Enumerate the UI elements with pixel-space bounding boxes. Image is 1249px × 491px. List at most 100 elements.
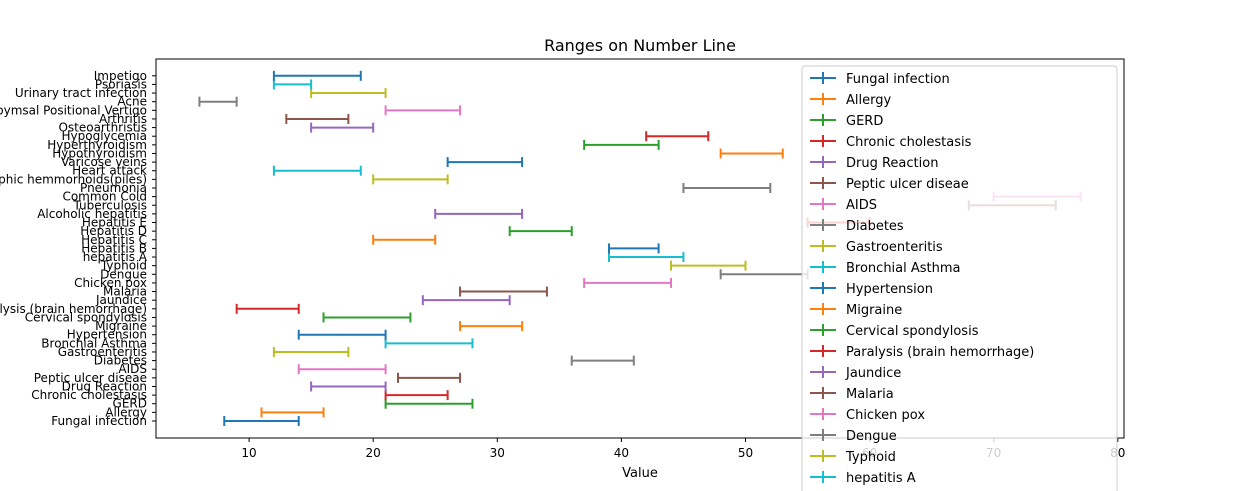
- y-tick-label: Varicose veins: [61, 155, 147, 169]
- range-bar: [607, 252, 685, 263]
- legend-item: Cervical spondylosis: [810, 324, 979, 339]
- x-tick-label: 20: [366, 446, 381, 460]
- range-bar: [384, 105, 462, 116]
- legend-label: Paralysis (brain hemorrhage): [846, 345, 1034, 360]
- legend: Fungal infection Allergy GERD Chronic chole…: [801, 65, 1118, 491]
- range-bar: [719, 269, 809, 280]
- range-bar: [310, 88, 387, 99]
- y-tick-label: Chicken pox: [74, 276, 147, 290]
- chart-title: Ranges on Number Line: [544, 36, 736, 55]
- legend-item: Fungal infection: [810, 72, 950, 87]
- y-tick-label: Hyperthyroidism: [47, 138, 147, 152]
- y-tick-label: Psoriasis: [95, 77, 147, 91]
- range-bar: [272, 346, 350, 357]
- range-bar: [508, 226, 573, 237]
- range-bar: [434, 208, 524, 219]
- range-bar: [372, 174, 449, 185]
- y-tick-label: Typhoid: [100, 259, 147, 273]
- legend-item: Drug Reaction: [810, 156, 938, 171]
- legend-item: Paralysis (brain hemorrhage): [810, 345, 1034, 360]
- legend-item: hepatitis A: [810, 471, 916, 486]
- y-tick-label: Chronic cholestasis: [31, 388, 147, 402]
- x-axis-label: Value: [622, 466, 658, 481]
- range-bar: [583, 277, 673, 288]
- legend-label: Malaria: [846, 387, 894, 402]
- range-bar: [223, 416, 300, 426]
- legend-item: Bronchial Asthma: [810, 261, 961, 276]
- range-bar: [372, 234, 437, 245]
- legend-label: hepatitis A: [846, 471, 916, 486]
- legend-label: Dengue: [846, 429, 897, 444]
- range-bar: [272, 70, 362, 81]
- legend-label: Migraine: [846, 303, 902, 318]
- y-tick-label: Hypothyroidism: [52, 146, 147, 160]
- legend-item: AIDS: [810, 198, 877, 213]
- range-bar: [297, 329, 387, 340]
- y-tick-label: Cervical spondylosis: [25, 310, 147, 324]
- y-tick-label: Tuberculosis: [73, 198, 148, 212]
- legend-label: Peptic ulcer diseae: [846, 177, 969, 192]
- range-bar: [670, 260, 747, 271]
- y-tick-label: Malaria: [103, 285, 147, 299]
- legend-label: Fungal infection: [846, 72, 950, 87]
- y-tick-label: Pneumonia: [80, 181, 147, 195]
- legend-label: Diabetes: [846, 219, 904, 234]
- legend-label: GERD: [846, 114, 883, 129]
- range-bar: [607, 243, 660, 254]
- legend-label: Typhoid: [845, 450, 896, 465]
- y-tick-label: Peptic ulcer diseae: [34, 371, 147, 385]
- legend-label: Cervical spondylosis: [846, 324, 979, 339]
- range-bar: [719, 148, 784, 159]
- legend-label: AIDS: [846, 198, 877, 213]
- range-bar: [322, 312, 412, 323]
- y-tick-label: Common Cold: [62, 190, 147, 204]
- range-bar: [583, 139, 660, 150]
- legend-label: Hypertension: [846, 282, 933, 297]
- range-bar: [260, 407, 325, 418]
- y-tick-label: Dimorphic hemmorhoids(piles): [0, 172, 147, 186]
- y-tick-label: (vertigo) Paroymsal Positional Vertigo: [0, 103, 147, 117]
- range-bar: [384, 398, 474, 409]
- legend-item: Malaria: [810, 387, 894, 402]
- plot-frame: [155, 58, 1125, 439]
- range-bar: [198, 96, 238, 107]
- legend-label: Bronchial Asthma: [846, 261, 961, 276]
- y-tick-label: Hepatitis C: [81, 233, 147, 247]
- y-tick-label: GERD: [113, 397, 147, 411]
- range-bar: [384, 390, 449, 401]
- range-bar: [310, 381, 387, 392]
- range-bar: [384, 338, 474, 349]
- range-bar: [570, 355, 635, 366]
- y-tick-label: Bronchial Asthma: [41, 336, 147, 350]
- range-bar: [459, 286, 548, 297]
- legend-item: Jaundice: [810, 366, 901, 381]
- plot-area: [198, 70, 1082, 426]
- x-tick-label: 50: [738, 446, 753, 460]
- legend-item: Migraine: [810, 303, 902, 318]
- y-tick-label: Hepatitis E: [82, 216, 147, 230]
- y-tick-label: Hypoglycemia: [62, 129, 148, 143]
- range-bar: [297, 364, 387, 375]
- legend-item: Hypertension: [810, 282, 933, 297]
- legend-item: Dengue: [810, 429, 897, 444]
- range-bar: [235, 303, 300, 314]
- y-tick-label: Osteoarthristis: [58, 121, 147, 135]
- y-tick-label: Alcoholic hepatitis: [37, 207, 147, 221]
- legend-item: Chronic cholestasis: [810, 135, 972, 150]
- y-tick-label: Hepatitis D: [80, 224, 147, 238]
- range-bar: [682, 182, 772, 193]
- x-tick-label: 40: [614, 446, 629, 460]
- y-tick-label: Migraine: [95, 319, 147, 333]
- y-tick-label: Jaundice: [95, 293, 147, 307]
- y-tick-label: Acne: [117, 95, 147, 109]
- y-tick-label: Urinary tract infection: [15, 86, 147, 100]
- y-tick-label: AIDS: [118, 362, 147, 376]
- y-tick-label: Impetigo: [94, 69, 147, 83]
- range-bar: [459, 321, 524, 332]
- range-bar: [310, 122, 375, 133]
- y-tick-label: Hypertension: [67, 328, 147, 342]
- y-tick-label: Heart attack: [72, 164, 147, 178]
- range-bar: [645, 131, 710, 142]
